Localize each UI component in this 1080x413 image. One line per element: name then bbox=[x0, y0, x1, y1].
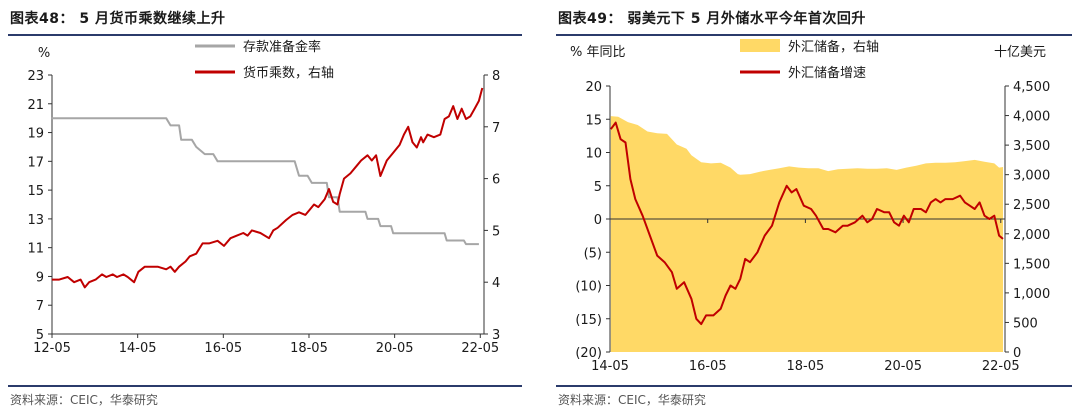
left-tick-label: 15 bbox=[27, 184, 44, 199]
legend-label: 外汇储备，右轴 bbox=[788, 39, 879, 55]
x-tick-label: 14-05 bbox=[119, 341, 157, 356]
right-tick-label: 0 bbox=[1013, 346, 1021, 361]
right-tick-label: 2,000 bbox=[1013, 228, 1050, 243]
title-rule bbox=[8, 34, 522, 36]
left-tick-label: 23 bbox=[27, 69, 44, 84]
source-note: 资料来源：CEIC，华泰研究 bbox=[10, 393, 158, 407]
left-tick-label: 5 bbox=[594, 180, 602, 195]
x-tick-label: 18-05 bbox=[787, 359, 825, 374]
left-tick-label: 21 bbox=[27, 98, 44, 113]
left-tick-label: 10 bbox=[585, 147, 602, 162]
left-tick-label: (20) bbox=[575, 346, 602, 361]
chart-panel-right: 图表49： 弱美元下 5 月外储水平今年首次回升 (20) (15) (10) (5)… bbox=[548, 0, 1080, 413]
left-tick-label: 13 bbox=[27, 213, 44, 228]
line-series-0 bbox=[51, 117, 479, 246]
line-chart-money-multiplier: 5 7 9 11 13 15 17 19 21 23 3 4 5 6 7 8 12-05 14-05 16-05 18… bbox=[27, 39, 500, 356]
x-tick-label: 22-05 bbox=[982, 359, 1020, 374]
left-tick-label: (15) bbox=[575, 313, 602, 328]
right-tick-label: 4 bbox=[492, 276, 500, 291]
left-axis-unit: % 年同比 bbox=[570, 45, 626, 60]
right-tick-label: 2,500 bbox=[1013, 198, 1050, 213]
x-tick-label: 18-05 bbox=[290, 341, 328, 356]
area-line-chart-fx-reserves: (20) (15) (10) (5) 0 5 10 15 20 0 500 1,000 1,500 2,0… bbox=[570, 39, 1050, 374]
chart-panel-left: 图表48： 5 月货币乘数继续上升 5 7 9 11 13 15 17 19 21 23 3 4 5 6 7… bbox=[0, 0, 530, 413]
left-tick-label: 15 bbox=[585, 113, 602, 128]
left-tick-label: 5 bbox=[36, 328, 44, 343]
x-tick-label: 16-05 bbox=[204, 341, 242, 356]
legend-label: 存款准备金率 bbox=[243, 39, 321, 55]
line-series-1 bbox=[51, 87, 484, 289]
left-tick-label: 11 bbox=[27, 242, 44, 257]
chart-title: 图表48： 5 月货币乘数继续上升 bbox=[10, 11, 226, 27]
legend-label: 外汇储备增速 bbox=[788, 65, 866, 81]
right-axis-unit: 十亿美元 bbox=[994, 45, 1046, 60]
x-tick-label: 14-05 bbox=[591, 359, 629, 374]
legend-label: 货币乘数，右轴 bbox=[243, 65, 334, 81]
left-tick-label: 9 bbox=[36, 270, 44, 285]
right-tick-label: 1,500 bbox=[1013, 257, 1050, 272]
x-tick-label: 20-05 bbox=[884, 359, 922, 374]
left-tick-label: 20 bbox=[585, 80, 602, 95]
left-tick-label: 7 bbox=[36, 299, 44, 314]
left-tick-label: 0 bbox=[594, 213, 602, 228]
x-tick-label: 20-05 bbox=[376, 341, 414, 356]
x-tick-label: 22-05 bbox=[461, 341, 499, 356]
chart-title: 图表49： 弱美元下 5 月外储水平今年首次回升 bbox=[558, 11, 866, 27]
right-tick-label: 3 bbox=[492, 328, 500, 343]
x-tick-label: 12-05 bbox=[33, 341, 71, 356]
right-tick-label: 3,500 bbox=[1013, 139, 1050, 154]
area-series-0 bbox=[610, 116, 1003, 352]
right-tick-label: 8 bbox=[492, 69, 500, 84]
x-tick-label: 16-05 bbox=[689, 359, 727, 374]
left-axis-unit: % bbox=[38, 46, 50, 61]
right-tick-label: 4,500 bbox=[1013, 80, 1050, 95]
source-rule bbox=[8, 385, 522, 387]
line-series-1 bbox=[609, 121, 1004, 326]
right-tick-label: 500 bbox=[1013, 316, 1038, 331]
right-tick-label: 1,000 bbox=[1013, 287, 1050, 302]
left-tick-label: (10) bbox=[575, 280, 602, 295]
title-rule bbox=[556, 34, 1072, 36]
right-tick-label: 6 bbox=[492, 173, 500, 188]
right-tick-label: 7 bbox=[492, 121, 500, 136]
right-tick-label: 3,000 bbox=[1013, 169, 1050, 184]
right-tick-label: 5 bbox=[492, 224, 500, 239]
source-note: 资料来源：CEIC，华泰研究 bbox=[558, 393, 706, 407]
left-tick-label: 17 bbox=[27, 155, 44, 170]
left-tick-label: 19 bbox=[27, 127, 44, 142]
source-rule bbox=[556, 385, 1072, 387]
left-tick-label: (5) bbox=[584, 246, 602, 261]
legend-swatch bbox=[740, 39, 780, 52]
right-tick-label: 4,000 bbox=[1013, 110, 1050, 125]
